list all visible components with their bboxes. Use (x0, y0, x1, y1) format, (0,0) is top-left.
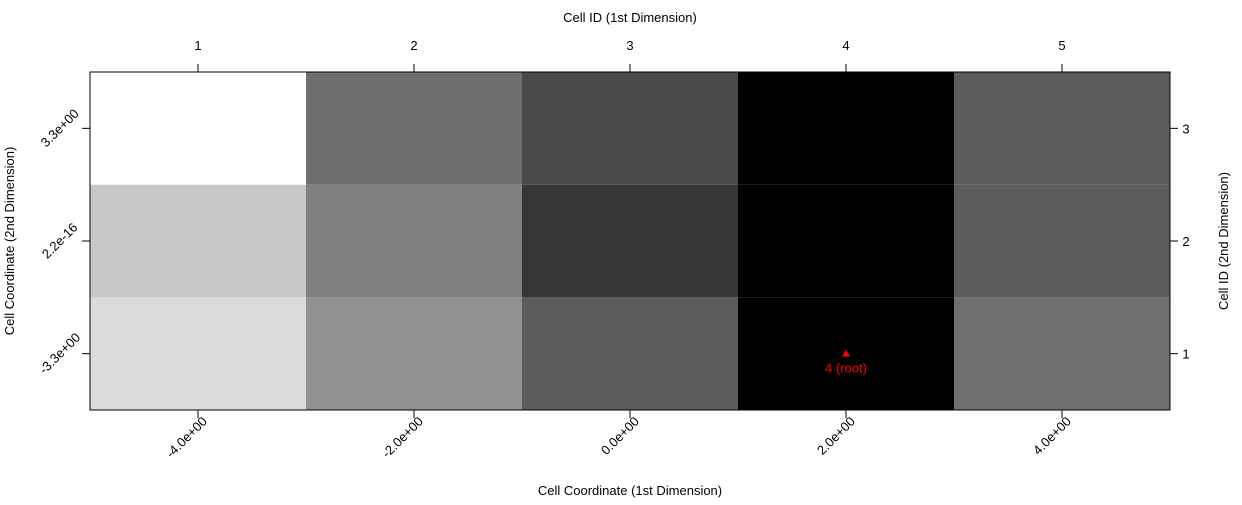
heatmap-cell (522, 184, 738, 298)
heatmap-cell (90, 184, 306, 298)
x-axis-title: Cell Coordinate (1st Dimension) (538, 483, 722, 498)
x-tick-label: 0.0e+00 (598, 414, 642, 458)
heatmap-cell (738, 72, 954, 185)
top-axis-title: Cell ID (1st Dimension) (563, 10, 697, 25)
heatmap-cell (738, 184, 954, 298)
y-tick-label: -3.3e+00 (36, 330, 83, 377)
heatmap-cell (306, 72, 522, 185)
x-tick-label: -4.0e+00 (163, 414, 210, 461)
x2-tick-label: 4 (842, 38, 849, 53)
y2-tick-label: 2 (1182, 234, 1189, 249)
heatmap-cell (90, 72, 306, 185)
heatmap-cell (954, 72, 1170, 185)
annotation-label: 4 (root) (825, 361, 867, 376)
heatmap-cell (522, 72, 738, 185)
heatmap-cell (306, 297, 522, 410)
y2-tick-label: 1 (1182, 347, 1189, 362)
x-tick-label: 4.0e+00 (1030, 414, 1074, 458)
x2-tick-label: 3 (626, 38, 633, 53)
y-axis-title: Cell Coordinate (2nd Dimension) (2, 147, 17, 336)
annotation-marker (842, 349, 850, 357)
heatmap-cell (522, 297, 738, 410)
y-tick-label: 2.2e-16 (39, 220, 81, 262)
heatmap-cell (954, 184, 1170, 298)
x-tick-label: 2.0e+00 (814, 414, 858, 458)
heatmap-cell (90, 297, 306, 410)
x2-tick-label: 5 (1058, 38, 1065, 53)
x-tick-label: -2.0e+00 (379, 414, 426, 461)
x2-tick-label: 2 (410, 38, 417, 53)
heatmap-cell (306, 184, 522, 298)
y-tick-label: 3.3e+00 (38, 106, 82, 150)
y2-axis-title: Cell ID (2nd Dimension) (1216, 172, 1231, 310)
y2-tick-label: 3 (1182, 121, 1189, 136)
heatmap-cell (954, 297, 1170, 410)
x2-tick-label: 1 (194, 38, 201, 53)
